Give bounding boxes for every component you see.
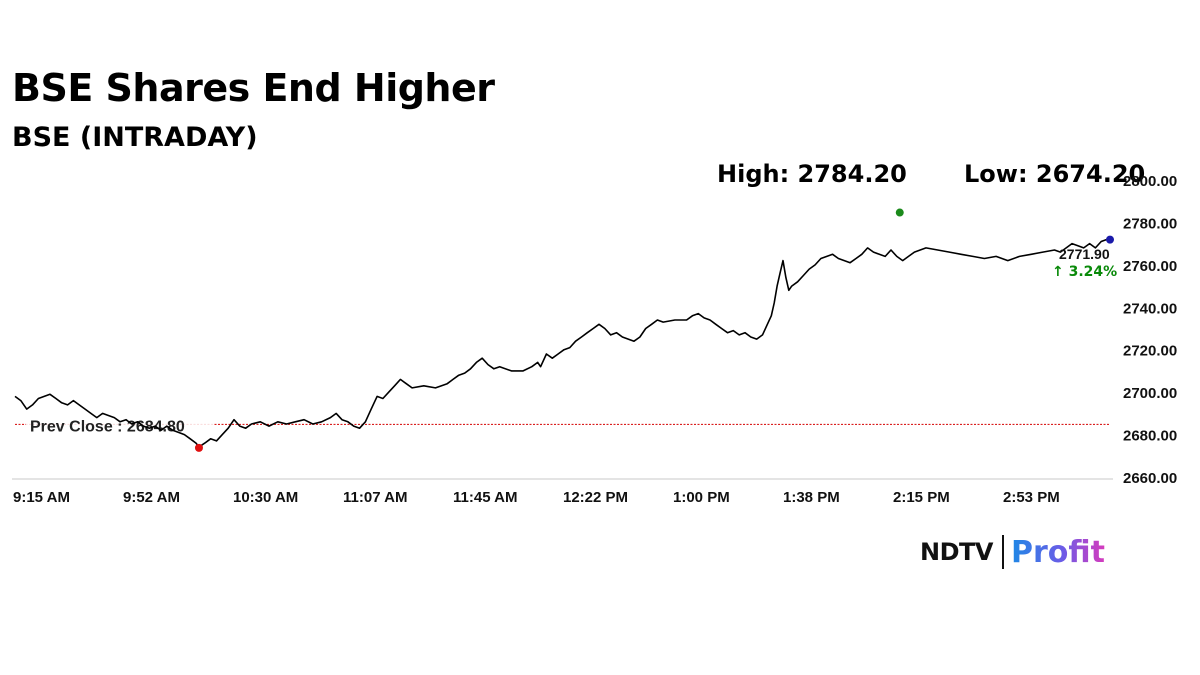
y-tick-label: 2660.00 <box>1123 470 1177 487</box>
prev-close-label: Prev Close : 2684.80 <box>30 418 185 435</box>
y-tick-label: 2680.00 <box>1123 428 1177 445</box>
last-point-marker <box>1106 235 1114 244</box>
prev-close-label-bg <box>26 411 214 436</box>
brand-ndtv: NDTV <box>920 538 993 566</box>
x-tick-label: 11:45 AM <box>453 489 517 506</box>
x-tick-label: 2:15 PM <box>893 489 950 506</box>
last-change-label: ↑ 3.24% <box>1052 264 1117 280</box>
y-tick-label: 2700.00 <box>1123 385 1177 402</box>
low-label: Low: 2674.20 <box>964 160 1146 188</box>
y-tick-label: 2740.00 <box>1123 300 1177 317</box>
y-tick-label: 2780.00 <box>1123 215 1177 232</box>
high-label: High: 2784.20 <box>717 160 907 188</box>
x-tick-label: 11:07 AM <box>343 489 407 506</box>
chart-subtitle: BSE (INTRADAY) <box>12 122 258 153</box>
chart-title: BSE Shares End Higher <box>12 66 495 110</box>
x-tick-label: 2:53 PM <box>1003 489 1060 506</box>
brand-separator <box>1001 535 1004 569</box>
brand-profit: Profit <box>1010 534 1105 570</box>
x-tick-label: 9:52 AM <box>123 489 180 506</box>
y-tick-label: 2760.00 <box>1123 258 1177 275</box>
low-point-marker <box>194 443 203 452</box>
x-tick-label: 1:38 PM <box>783 489 840 506</box>
high-point-marker <box>895 208 904 217</box>
x-tick-label: 1:00 PM <box>673 489 730 506</box>
x-tick-label: 9:15 AM <box>13 489 70 506</box>
y-tick-label: 2720.00 <box>1123 343 1177 360</box>
x-tick-label: 10:30 AM <box>233 489 298 506</box>
y-tick-label: 2800.00 <box>1123 173 1177 190</box>
ndtv-profit-logo: NDTV Profit <box>920 532 1105 572</box>
last-value-label: 2771.90 <box>1059 246 1110 262</box>
x-tick-label: 12:22 PM <box>563 489 628 506</box>
series-line <box>14 238 1111 448</box>
